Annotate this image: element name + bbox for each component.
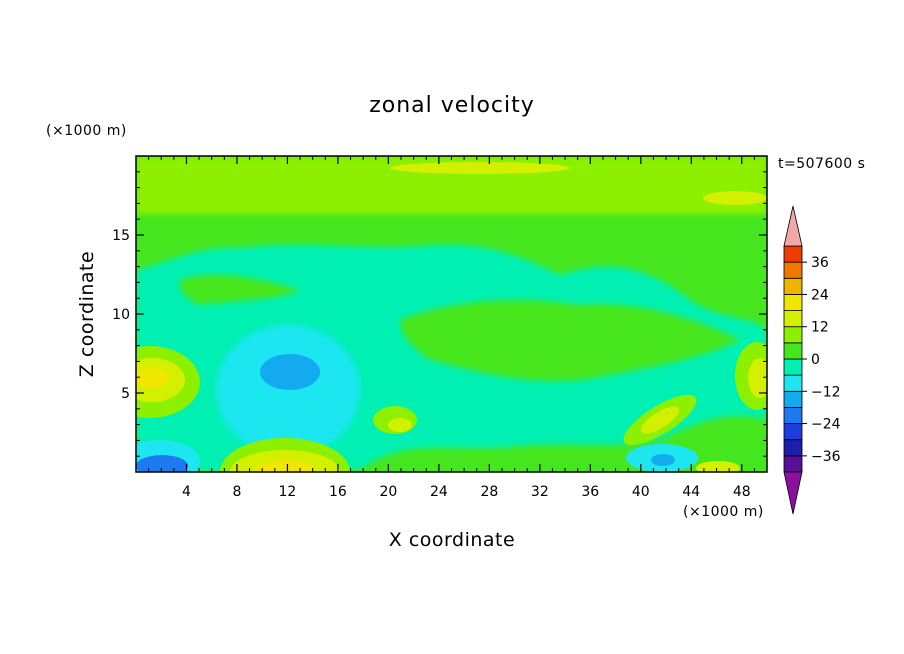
x-tick-label: 36 <box>581 484 599 500</box>
x-tick-label: 44 <box>682 484 700 500</box>
colorbar-segment <box>783 294 803 311</box>
colorbar-under-arrow <box>783 471 803 515</box>
colorbar-segment <box>783 310 803 328</box>
colorbar-tick-label: 36 <box>811 255 829 271</box>
colorbar-ticks: 36 24 12 0 −12 −24 −36 <box>802 255 841 465</box>
bottom-right-blue <box>651 454 675 466</box>
central-cell-blue <box>260 354 320 390</box>
mid-jet-yellow <box>388 418 412 432</box>
bottom-left-blue <box>136 455 188 472</box>
y-tick-label: 15 <box>112 228 130 244</box>
y-tick-label: 5 <box>121 386 130 402</box>
colorbar-segment <box>783 439 803 457</box>
bottom-jet-orange <box>253 460 317 472</box>
colorbar-tick-label: 12 <box>811 320 829 336</box>
x-axis-label: X coordinate <box>389 529 515 551</box>
colorbar-segment <box>783 261 803 279</box>
colorbar-segment <box>783 423 803 441</box>
x-tick-label: 32 <box>531 484 549 500</box>
colorbar-tick-label: 24 <box>811 287 829 303</box>
colorbar-segment <box>783 390 803 408</box>
time-label: t=507600 s <box>778 156 865 172</box>
central-cell-cyan <box>216 325 360 455</box>
right-jet-yellow <box>748 358 767 398</box>
x-tick-label: 20 <box>379 484 397 500</box>
x-tick-label: 40 <box>632 484 650 500</box>
colorbar-segment <box>783 326 803 344</box>
colorbar-tick-label: −24 <box>811 417 841 433</box>
chart-title: zonal velocity <box>369 93 535 118</box>
bottom-right-jet <box>696 461 740 472</box>
y-axis-label: Z coordinate <box>76 251 98 377</box>
colorbar-segment <box>783 358 803 376</box>
x-tick-label: 16 <box>329 484 347 500</box>
x-tick-label: 48 <box>733 484 751 500</box>
colorbar-tick-label: 0 <box>811 352 820 368</box>
x-tick-label: 4 <box>182 484 191 500</box>
y-tick-label: 10 <box>112 307 130 323</box>
x-tick-label: 12 <box>279 484 297 500</box>
colorbar-segment <box>783 277 803 295</box>
colorbar-segment <box>783 342 803 360</box>
colorbar <box>783 205 803 515</box>
green-intrusion <box>400 300 740 381</box>
colorbar-over-arrow <box>783 205 803 247</box>
upper-band-yellow-2 <box>703 191 767 205</box>
y-unit-label: (×1000 m) <box>46 123 127 139</box>
contour-field <box>136 156 767 472</box>
colorbar-tick-label: −36 <box>811 449 841 465</box>
colorbar-segment <box>783 407 803 424</box>
oblique-jet-yellow <box>640 406 680 434</box>
y-axis: 5 10 15 <box>112 171 767 457</box>
x-tick-label: 28 <box>480 484 498 500</box>
x-unit-label: (×1000 m) <box>683 504 764 520</box>
left-jet-core <box>136 368 170 388</box>
colorbar-tick-label: −12 <box>811 384 841 400</box>
green-intrusion-2 <box>179 274 300 305</box>
colorbar-segment <box>783 374 803 392</box>
colorbar-segment <box>783 245 803 263</box>
upper-band-yellow-1 <box>390 162 570 174</box>
colorbar-segment <box>783 455 803 473</box>
x-tick-label: 24 <box>430 484 448 500</box>
x-axis: 4 8 12 16 20 24 28 32 36 40 44 48 <box>148 156 755 500</box>
x-tick-label: 8 <box>232 484 241 500</box>
